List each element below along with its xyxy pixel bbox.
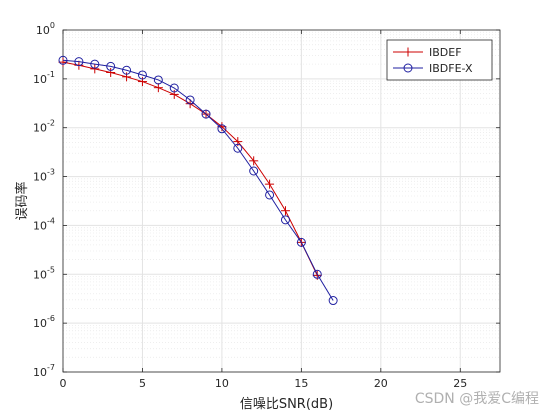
legend-label: IBDFE-X [429, 62, 473, 75]
plot-area [63, 30, 500, 372]
y-tick-label: 100 [36, 21, 55, 37]
y-tick-label: 10-3 [33, 168, 55, 184]
x-axis-label: 信噪比SNR(dB) [240, 397, 333, 412]
y-tick-label: 10-7 [33, 363, 55, 379]
x-tick-label: 5 [139, 377, 146, 390]
x-tick-label: 15 [294, 377, 308, 390]
y-axis-label: 误码率 [14, 181, 30, 220]
y-tick-label: 10-2 [33, 119, 55, 135]
x-tick-label: 0 [60, 377, 67, 390]
legend-label: IBDEF [429, 46, 462, 59]
y-tick-label: 10-6 [33, 314, 55, 330]
x-tick-label: 10 [215, 377, 229, 390]
x-tick-label: 20 [374, 377, 388, 390]
y-tick-label: 10-4 [33, 216, 55, 232]
watermark: CSDN @我爱C编程 [415, 388, 539, 408]
legend: IBDEF IBDFE-X [387, 40, 492, 80]
y-tick-label: 10-5 [33, 265, 55, 281]
y-tick-label: 10-1 [33, 70, 55, 86]
